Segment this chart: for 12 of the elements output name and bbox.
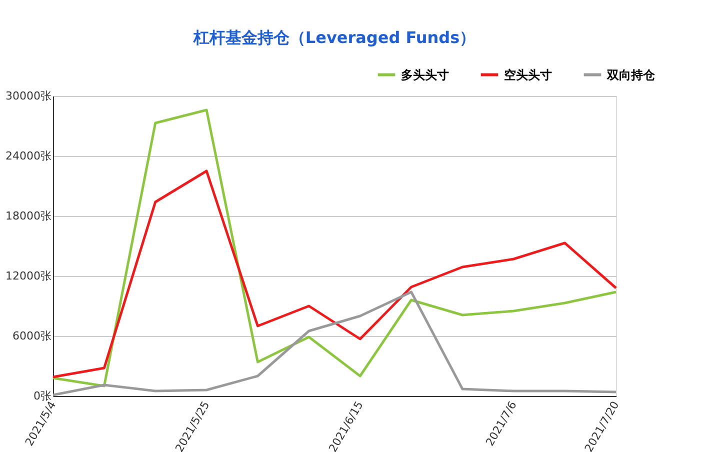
line-series — [52, 170, 618, 378]
chart-title: 杠杆基金持仓（Leveraged Funds） — [192, 28, 476, 47]
legend-label: 双向持仓 — [606, 68, 656, 82]
y-tick-label: 6000张 — [12, 330, 52, 342]
y-tick-label: 0张 — [34, 390, 52, 402]
y-tick-label: 18000张 — [6, 210, 52, 222]
legend-label: 多头头寸 — [401, 68, 449, 82]
y-tick-label: 24000张 — [6, 150, 52, 162]
y-tick-label: 12000张 — [6, 270, 52, 282]
line-series — [52, 108, 618, 388]
legend-label: 空头头寸 — [504, 68, 552, 82]
y-tick-label: 30000张 — [6, 90, 52, 102]
